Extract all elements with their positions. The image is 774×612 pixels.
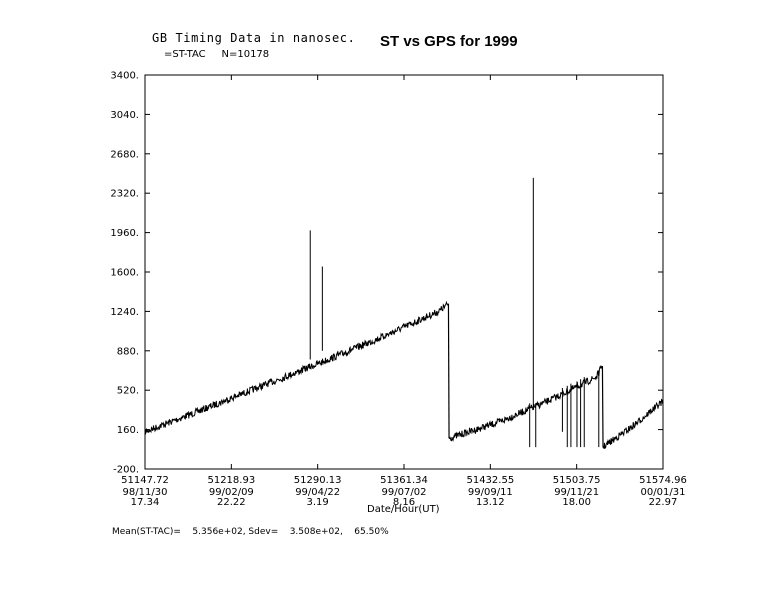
x-tick-label-hour: 22.22	[217, 497, 246, 508]
series-drop	[601, 366, 604, 448]
x-tick-label-date: 99/11/21	[554, 487, 599, 498]
x-tick-label-mjd: 51290.13	[294, 475, 342, 486]
x-tick-label-mjd: 51218.93	[207, 475, 255, 486]
y-tick-label: 2680.	[110, 149, 139, 160]
x-axis-label: Date/Hour(UT)	[367, 504, 440, 515]
x-tick-label-hour: 8.16	[393, 497, 415, 508]
y-tick-label: 3040.	[110, 110, 139, 121]
series-line	[602, 398, 664, 449]
x-tick-label-mjd: 51503.75	[553, 475, 601, 486]
y-tick-label: 3400.	[110, 71, 139, 82]
x-tick-label-date: 99/02/09	[209, 487, 254, 498]
x-tick-label-mjd: 51147.72	[121, 475, 169, 486]
y-tick-label: 520.	[117, 386, 139, 397]
x-tick-label-hour: 17.34	[131, 497, 160, 508]
y-tick-label: 1240.	[110, 307, 139, 318]
x-tick-label-hour: 22.97	[649, 497, 678, 508]
axis-ticks	[144, 74, 664, 470]
x-tick-label-hour: 13.12	[476, 497, 505, 508]
y-tick-label: 2320.	[110, 189, 139, 200]
x-tick-label-date: 00/01/31	[641, 487, 686, 498]
x-tick-label-hour: 18.00	[562, 497, 591, 508]
series-drop	[447, 303, 450, 439]
stats-footer: Mean(ST-TAC)= 5.356e+02, Sdev= 3.508e+02…	[112, 527, 389, 537]
y-tick-label: 160.	[117, 425, 139, 436]
chart-subheading: =ST-TAC N=10178	[164, 49, 270, 60]
chart-heading: GB Timing Data in nanosec.	[152, 31, 356, 45]
y-tick-label: 1960.	[110, 228, 139, 239]
x-tick-label-date: 98/11/30	[123, 487, 168, 498]
x-tick-label-mjd: 51361.34	[380, 475, 428, 486]
data-series	[144, 177, 664, 449]
y-tick-label: -200.	[113, 465, 139, 476]
x-tick-label-date: 99/09/11	[468, 487, 513, 498]
x-tick-labels: 51147.7298/11/3017.3451218.9399/02/0922.…	[121, 475, 687, 508]
x-tick-label-mjd: 51574.96	[639, 475, 687, 486]
series-line	[449, 365, 603, 442]
x-tick-label-date: 99/04/22	[295, 487, 340, 498]
x-tick-label-hour: 3.19	[307, 497, 329, 508]
chart-title: ST vs GPS for 1999	[380, 33, 518, 50]
plot-frame	[144, 74, 664, 470]
y-tick-label: 1600.	[110, 268, 139, 279]
series-line	[144, 300, 449, 435]
x-tick-label-mjd: 51432.55	[466, 475, 514, 486]
y-tick-label: 880.	[117, 346, 139, 357]
x-tick-label-date: 99/07/02	[382, 487, 427, 498]
y-tick-labels: 3400. 3040. 2680. 2320. 1960. 1600. 1240. 880. 5…	[110, 71, 139, 476]
